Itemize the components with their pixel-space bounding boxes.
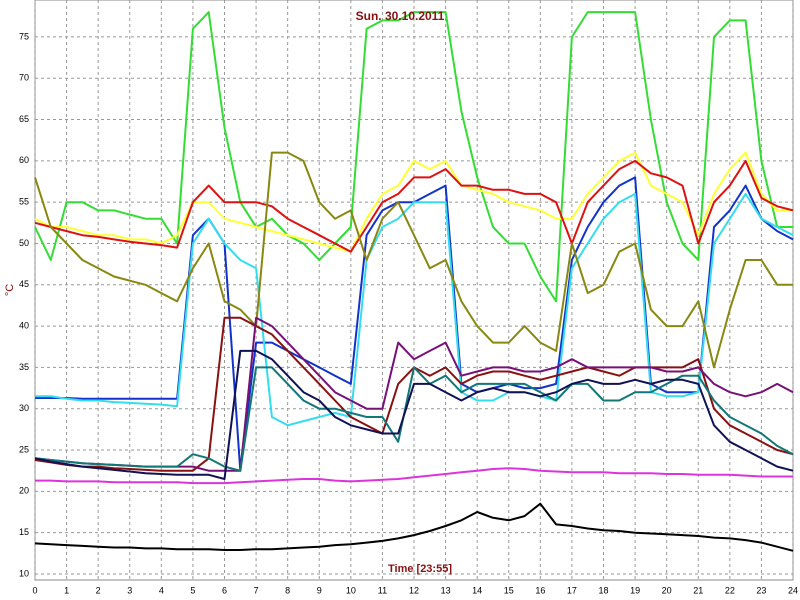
x-tick-label: 23 — [756, 585, 766, 595]
x-tick-label: 3 — [127, 585, 132, 595]
x-tick-label: 16 — [535, 585, 545, 595]
x-axis-label: Time [23:55] — [388, 563, 452, 575]
lines — [34, 11, 794, 552]
x-tick-label: 12 — [409, 585, 419, 595]
x-tick-label: 15 — [504, 585, 514, 595]
x-tick-label: 4 — [159, 585, 164, 595]
y-tick-label: 25 — [19, 444, 29, 454]
x-tick-label: 5 — [190, 585, 195, 595]
y-tick-label: 30 — [19, 403, 29, 413]
x-tick-label: 13 — [441, 585, 451, 595]
y-axis-label: °C — [4, 284, 16, 296]
y-tick-label: 10 — [19, 568, 29, 578]
y-tick-label: 15 — [19, 527, 29, 537]
series-line — [34, 151, 793, 253]
series-line — [34, 159, 794, 253]
x-tick-label: 24 — [788, 585, 798, 595]
series-line — [35, 467, 793, 485]
chart-title: Sun. 30.10.2011 — [356, 9, 445, 23]
y-tick-label: 65 — [19, 114, 29, 124]
x-tick-label: 8 — [285, 585, 290, 595]
y-tick-label: 20 — [19, 486, 29, 496]
series-line — [35, 192, 794, 427]
x-tick-label: 17 — [567, 585, 577, 595]
series-line — [34, 349, 794, 480]
x-tick-label: 19 — [630, 585, 640, 595]
series-line — [34, 151, 793, 369]
series-line — [34, 11, 793, 303]
x-tick-label: 9 — [317, 585, 322, 595]
x-tick-label: 22 — [725, 585, 735, 595]
x-tick-label: 6 — [222, 585, 227, 595]
x-tick-label: 14 — [472, 585, 482, 595]
series-line — [34, 366, 794, 472]
x-tick-label: 1 — [64, 585, 69, 595]
x-tick-label: 0 — [32, 585, 37, 595]
x-tick-label: 21 — [693, 585, 703, 595]
x-tick-label: 20 — [662, 585, 672, 595]
x-tick-label: 7 — [254, 585, 259, 595]
y-tick-label: 60 — [19, 155, 29, 165]
y-tick-label: 55 — [19, 197, 29, 207]
x-tick-label: 2 — [96, 585, 101, 595]
y-tick-label: 75 — [19, 31, 29, 41]
x-tick-label: 11 — [378, 585, 387, 595]
series-line — [34, 502, 794, 552]
x-tick-label: 10 — [346, 585, 356, 595]
y-tick-label: 40 — [19, 320, 29, 330]
y-tick-label: 50 — [19, 238, 29, 248]
y-tick-label: 70 — [19, 73, 29, 83]
y-tick-label: 35 — [19, 362, 29, 372]
x-tick-label: 18 — [598, 585, 608, 595]
y-tick-label: 45 — [19, 279, 29, 289]
